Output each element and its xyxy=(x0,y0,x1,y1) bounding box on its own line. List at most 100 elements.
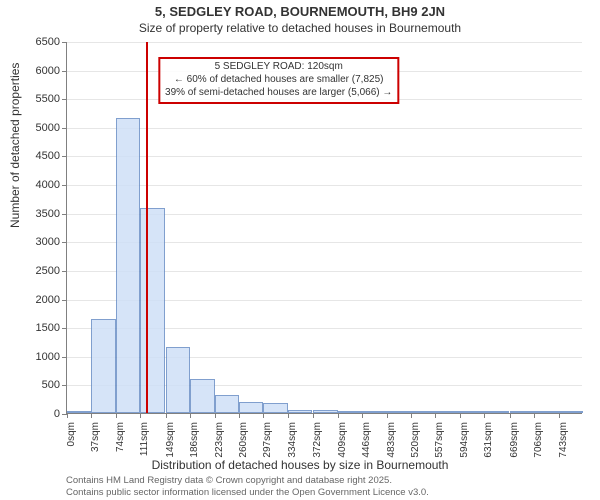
histogram-bar xyxy=(288,410,312,413)
y-tick-mark xyxy=(62,71,67,72)
histogram-bar xyxy=(215,395,239,413)
histogram-bar xyxy=(338,411,362,413)
histogram-bar xyxy=(460,411,484,413)
x-tick-mark xyxy=(215,413,216,418)
y-tick-mark xyxy=(62,214,67,215)
y-tick-mark xyxy=(62,99,67,100)
x-tick-mark xyxy=(91,413,92,418)
x-tick-label: 409sqm xyxy=(337,422,348,462)
y-tick-mark xyxy=(62,385,67,386)
annotation-line: ← 60% of detached houses are smaller (7,… xyxy=(165,74,392,87)
chart-title-sub: Size of property relative to detached ho… xyxy=(0,21,600,35)
x-tick-label: 223sqm xyxy=(214,422,225,462)
x-tick-label: 0sqm xyxy=(66,422,77,462)
x-tick-mark xyxy=(534,413,535,418)
y-tick-mark xyxy=(62,357,67,358)
x-tick-label: 631sqm xyxy=(483,422,494,462)
y-tick-mark xyxy=(62,156,67,157)
histogram-bar xyxy=(435,411,459,413)
y-tick-label: 4000 xyxy=(36,179,60,191)
x-tick-mark xyxy=(288,413,289,418)
x-tick-mark xyxy=(263,413,264,418)
chart-title-main: 5, SEDGLEY ROAD, BOURNEMOUTH, BH9 2JN xyxy=(0,4,600,19)
histogram-bar xyxy=(166,347,190,413)
y-tick-label: 3500 xyxy=(36,208,60,220)
x-tick-label: 557sqm xyxy=(434,422,445,462)
gridline-h xyxy=(67,185,582,186)
histogram-bar xyxy=(67,411,91,413)
histogram-bar xyxy=(140,208,164,413)
annotation-line: 5 SEDGLEY ROAD: 120sqm xyxy=(165,61,392,74)
x-tick-mark xyxy=(484,413,485,418)
x-tick-mark xyxy=(559,413,560,418)
x-tick-label: 297sqm xyxy=(262,422,273,462)
y-tick-mark xyxy=(62,328,67,329)
gridline-h xyxy=(67,42,582,43)
y-tick-label: 3000 xyxy=(36,236,60,248)
y-tick-label: 5500 xyxy=(36,93,60,105)
x-tick-label: 520sqm xyxy=(410,422,421,462)
reference-line xyxy=(146,42,148,413)
gridline-h xyxy=(67,156,582,157)
x-tick-mark xyxy=(116,413,117,418)
y-tick-mark xyxy=(62,185,67,186)
y-tick-mark xyxy=(62,242,67,243)
y-tick-label: 500 xyxy=(42,379,60,391)
histogram-bar xyxy=(239,402,263,413)
footer-line-2: Contains public sector information licen… xyxy=(66,487,429,498)
x-tick-label: 594sqm xyxy=(459,422,470,462)
y-tick-label: 1000 xyxy=(36,351,60,363)
x-tick-mark xyxy=(460,413,461,418)
x-tick-label: 669sqm xyxy=(509,422,520,462)
histogram-bar xyxy=(534,411,558,413)
histogram-bar xyxy=(484,411,508,413)
x-tick-label: 372sqm xyxy=(312,422,323,462)
histogram-bar xyxy=(263,403,287,413)
histogram-bar xyxy=(387,411,411,413)
x-tick-mark xyxy=(190,413,191,418)
x-tick-label: 37sqm xyxy=(90,422,101,462)
x-tick-label: 706sqm xyxy=(533,422,544,462)
y-tick-label: 5000 xyxy=(36,122,60,134)
y-tick-label: 2500 xyxy=(36,265,60,277)
gridline-h xyxy=(67,128,582,129)
y-tick-mark xyxy=(62,128,67,129)
histogram-bar xyxy=(559,411,583,413)
y-tick-label: 1500 xyxy=(36,322,60,334)
x-tick-label: 149sqm xyxy=(165,422,176,462)
x-tick-mark xyxy=(140,413,141,418)
y-tick-mark xyxy=(62,300,67,301)
histogram-bar xyxy=(411,411,435,413)
x-tick-mark xyxy=(510,413,511,418)
x-tick-mark xyxy=(435,413,436,418)
x-tick-mark xyxy=(67,413,68,418)
x-tick-label: 743sqm xyxy=(558,422,569,462)
y-tick-label: 2000 xyxy=(36,294,60,306)
x-tick-label: 186sqm xyxy=(189,422,200,462)
histogram-bar xyxy=(116,118,140,413)
y-axis-label: Number of detached properties xyxy=(8,63,22,228)
x-tick-label: 446sqm xyxy=(361,422,372,462)
x-tick-mark xyxy=(411,413,412,418)
footer-line-1: Contains HM Land Registry data © Crown c… xyxy=(66,475,392,486)
annotation-line: 39% of semi-detached houses are larger (… xyxy=(165,87,392,100)
x-tick-label: 260sqm xyxy=(238,422,249,462)
y-tick-label: 6000 xyxy=(36,65,60,77)
histogram-bar xyxy=(313,410,337,413)
x-tick-mark xyxy=(313,413,314,418)
x-tick-mark xyxy=(338,413,339,418)
annotation-box: 5 SEDGLEY ROAD: 120sqm← 60% of detached … xyxy=(158,57,399,103)
x-tick-label: 74sqm xyxy=(115,422,126,462)
plot-area: 5 SEDGLEY ROAD: 120sqm← 60% of detached … xyxy=(66,42,582,414)
x-tick-mark xyxy=(166,413,167,418)
y-tick-label: 4500 xyxy=(36,150,60,162)
histogram-bar xyxy=(91,319,115,413)
x-tick-label: 483sqm xyxy=(386,422,397,462)
x-tick-label: 111sqm xyxy=(139,422,150,462)
x-tick-mark xyxy=(239,413,240,418)
histogram-bar xyxy=(190,379,214,413)
y-tick-mark xyxy=(62,42,67,43)
x-tick-mark xyxy=(387,413,388,418)
y-tick-label: 0 xyxy=(54,408,60,420)
histogram-bar xyxy=(362,411,386,413)
